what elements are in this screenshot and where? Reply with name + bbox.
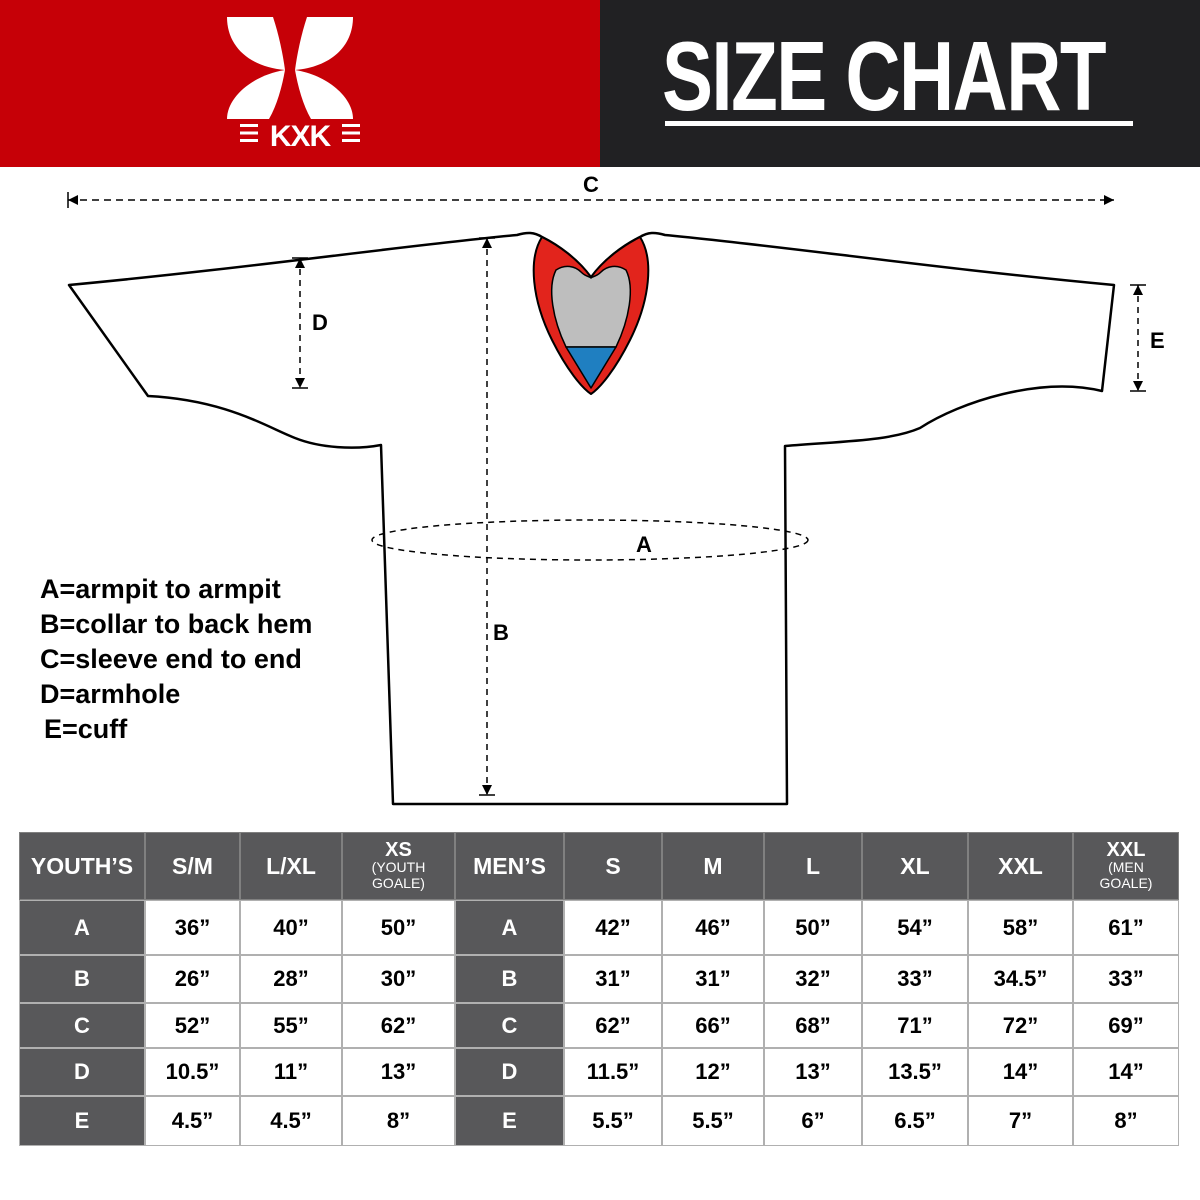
svg-text:D=armhole: D=armhole: [40, 679, 180, 709]
svg-text:C: C: [583, 172, 599, 197]
svg-text:A=armpit to armpit: A=armpit to armpit: [40, 574, 281, 604]
svg-text:B: B: [493, 620, 509, 645]
svg-text:B=collar to back hem: B=collar to back hem: [40, 609, 312, 639]
svg-text:A: A: [636, 532, 652, 557]
svg-text:E: E: [1150, 328, 1165, 353]
svg-text:C=sleeve end to end: C=sleeve end to end: [40, 644, 302, 674]
svg-text:D: D: [312, 310, 328, 335]
svg-text:E=cuff: E=cuff: [44, 714, 128, 744]
